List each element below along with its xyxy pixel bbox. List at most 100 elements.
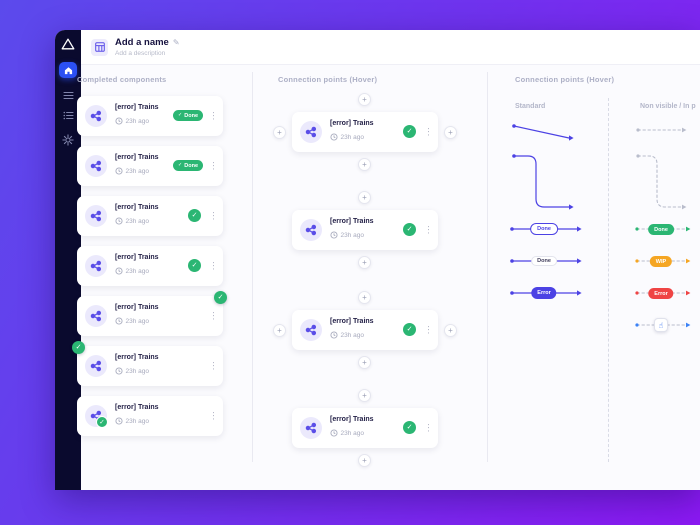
sidebar-item-settings[interactable] (62, 134, 74, 146)
kebab-menu-icon[interactable]: ⋮ (424, 224, 433, 235)
legend-chip-done: Done (531, 256, 557, 266)
kebab-menu-icon[interactable]: ⋮ (209, 110, 218, 121)
clock-icon (115, 317, 123, 325)
done-badge: ✓ Done (173, 160, 203, 171)
component-card[interactable]: [error] Trains 23h ago ✓ ⋮ (292, 310, 438, 350)
connection-point-add-button[interactable]: + (358, 356, 371, 369)
share-icon (85, 355, 107, 377)
column-header-legend: Connection points (Hover) (515, 75, 615, 84)
component-card[interactable]: [error] Trains 23h ago ✓ Done ⋮ (77, 96, 223, 136)
kebab-menu-icon[interactable]: ⋮ (209, 310, 218, 321)
logo-triangle-icon (61, 38, 75, 50)
column-divider (487, 72, 488, 462)
card-timestamp: 23h ago (115, 267, 149, 275)
connection-point-add-button[interactable]: + (358, 191, 371, 204)
clock-icon (115, 417, 123, 425)
check-circle-icon: ✓ (403, 125, 416, 138)
connection-point-add-button[interactable]: + (273, 126, 286, 139)
kebab-menu-icon[interactable]: ⋮ (209, 360, 218, 371)
legend-group-standard-label: Standard (515, 103, 546, 110)
column-header-hover: Connection points (Hover) (278, 75, 378, 84)
component-card[interactable]: [error] Trains 23h ago ✓ ⋮ (292, 210, 438, 250)
clock-icon (115, 167, 123, 175)
share-icon (85, 255, 107, 277)
kebab-menu-icon[interactable]: ⋮ (424, 324, 433, 335)
card-timestamp: 23h ago (115, 167, 149, 175)
card-title: [error] Trains (115, 404, 159, 411)
connection-point-add-button[interactable]: + (358, 256, 371, 269)
check-circle-icon: ✓ (214, 291, 227, 304)
clock-icon (330, 133, 338, 141)
sidebar-item-list[interactable] (63, 111, 74, 120)
legend-badge-done-outline: Done (530, 223, 558, 235)
component-card[interactable]: [error] Trains 23h ago ✓ ⋮ (77, 246, 223, 286)
check-circle-icon: ✓ (96, 416, 108, 428)
component-card[interactable]: [error] Trains 23h ago ✓ ⋮ (292, 408, 438, 448)
done-badge: ✓ Done (173, 110, 203, 121)
gear-icon (62, 134, 74, 146)
card-title: [error] Trains (115, 254, 159, 261)
kebab-menu-icon[interactable]: ⋮ (424, 422, 433, 433)
card-title: [error] Trains (330, 120, 374, 127)
share-icon (300, 417, 322, 439)
menu-lines-icon (62, 91, 74, 100)
component-card[interactable]: [error] Trains 23h ago ✓ ⋮ (77, 196, 223, 236)
connection-point-add-button[interactable]: + (358, 93, 371, 106)
component-card[interactable]: [error] Trains 23h ago ✓ Done ⋮ (77, 146, 223, 186)
component-card[interactable]: [error] Trains 23h ago ✓ ⋮ (77, 396, 223, 436)
component-card[interactable]: [error] Trains 23h ago ✓ ⋮ (292, 112, 438, 152)
card-title: [error] Trains (115, 104, 159, 111)
check-circle-icon: ✓ (403, 421, 416, 434)
share-icon (300, 319, 322, 341)
card-timestamp: 23h ago (330, 133, 364, 141)
card-timestamp: 23h ago (115, 417, 149, 425)
card-title: [error] Trains (115, 354, 159, 361)
sidebar-item-components[interactable] (62, 91, 74, 100)
card-timestamp: 23h ago (115, 367, 149, 375)
card-timestamp: 23h ago (115, 117, 149, 125)
kebab-menu-icon[interactable]: ⋮ (424, 126, 433, 137)
connection-point-add-button[interactable]: + (358, 291, 371, 304)
connection-point-add-button[interactable]: + (273, 324, 286, 337)
board-icon (91, 38, 108, 56)
kebab-menu-icon[interactable]: ⋮ (209, 410, 218, 421)
legend-badge-error-filled: Error (531, 287, 557, 299)
page-subtitle[interactable]: Add a description (115, 50, 166, 57)
connection-point-add-button[interactable]: + (444, 324, 457, 337)
check-circle-icon: ✓ (188, 209, 201, 222)
component-card[interactable]: [error] Trains 23h ago ✓ ⋮ (72, 341, 223, 386)
edit-pencil-icon[interactable]: ✎ (172, 37, 180, 47)
clock-icon (330, 331, 338, 339)
connection-point-add-button[interactable]: + (358, 389, 371, 402)
sidebar-item-home[interactable] (59, 62, 77, 78)
card-timestamp: 23h ago (330, 231, 364, 239)
list-icon (63, 111, 74, 120)
connection-point-add-button[interactable]: + (358, 454, 371, 467)
sidebar (55, 30, 81, 490)
check-circle-icon: ✓ (403, 323, 416, 336)
kebab-menu-icon[interactable]: ⋮ (209, 260, 218, 271)
check-circle-icon: ✓ (72, 341, 85, 354)
legend-divider (608, 98, 609, 462)
hand-pointer-icon: ☝ (654, 318, 668, 332)
card-timestamp: 23h ago (330, 331, 364, 339)
card-timestamp: 23h ago (115, 317, 149, 325)
share-icon (85, 105, 107, 127)
check-icon: ✓ (178, 112, 183, 118)
connection-point-add-button[interactable]: + (358, 158, 371, 171)
kebab-menu-icon[interactable]: ⋮ (209, 210, 218, 221)
card-title: [error] Trains (330, 318, 374, 325)
connection-point-add-button[interactable]: + (444, 126, 457, 139)
kebab-menu-icon[interactable]: ⋮ (209, 160, 218, 171)
check-circle-icon: ✓ (403, 223, 416, 236)
component-card[interactable]: [error] Trains 23h ago ✓ ⋮ (77, 291, 227, 336)
clock-icon (330, 231, 338, 239)
share-icon (85, 155, 107, 177)
card-title: [error] Trains (330, 416, 374, 423)
share-icon (85, 305, 107, 327)
column-header-completed: Completed components (77, 75, 167, 84)
share-icon (300, 121, 322, 143)
share-icon (300, 219, 322, 241)
card-title: [error] Trains (115, 204, 159, 211)
